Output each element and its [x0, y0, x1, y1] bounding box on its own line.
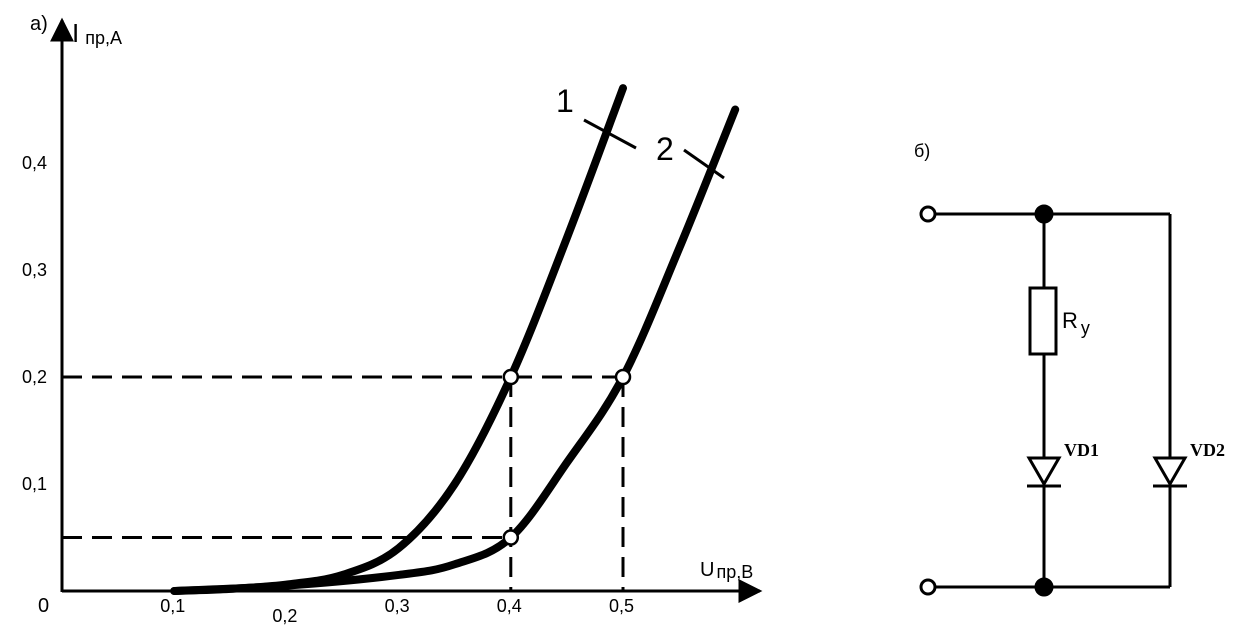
- y-tick-label-1: 0,2: [22, 367, 47, 387]
- x-axis-label-sub: пр,В: [716, 562, 753, 582]
- y-tick-labels: 0,1 0,2 0,3 0,4: [22, 153, 47, 494]
- curve-label-leader-2: [683, 148, 725, 180]
- terminal-bottom: [919, 578, 937, 596]
- marked-point-1: [614, 368, 632, 386]
- x-tick-label-3: 0,4: [497, 596, 522, 616]
- x-tick-labels: 0,1 0,2 0,3 0,4 0,5: [160, 596, 634, 626]
- dashed-guide-lines: [62, 375, 625, 591]
- y-tick-label-3: 0,4: [22, 153, 47, 173]
- diode1-label: VD1: [1064, 440, 1099, 460]
- diode-vd2-symbol: [1152, 456, 1188, 488]
- curves: [170, 84, 740, 595]
- y-axis-label-sub: пр,А: [85, 28, 122, 48]
- x-tick-label-1: 0,2: [272, 606, 297, 626]
- diode2-label: VD2: [1190, 440, 1225, 460]
- curve-1: [170, 84, 627, 595]
- x-tick-label-0: 0,1: [160, 596, 185, 616]
- curve-label-2: 2: [656, 131, 674, 167]
- marked-point-2: [502, 529, 520, 546]
- marked-point-0: [502, 368, 520, 386]
- x-tick-label-4: 0,5: [609, 596, 634, 616]
- terminal-top: [919, 205, 937, 223]
- marked-points: [502, 368, 632, 546]
- curve-label-leader-1: [583, 118, 637, 150]
- diode-vd1-symbol: [1026, 456, 1062, 488]
- origin-label: 0: [38, 595, 49, 617]
- curve-labels: 12: [556, 83, 725, 180]
- panel-label-a: а): [30, 13, 48, 35]
- panel-label-b: б): [914, 141, 930, 161]
- resistor-ry: [1028, 286, 1058, 356]
- junction-top: [1034, 204, 1054, 224]
- y-tick-label-2: 0,3: [22, 260, 47, 280]
- curve-label-1: 1: [556, 83, 574, 119]
- junction-bottom: [1034, 577, 1054, 597]
- y-tick-label-0: 0,1: [22, 474, 47, 494]
- x-tick-label-2: 0,3: [385, 596, 410, 616]
- curve-2: [170, 105, 740, 595]
- resistor-label-sub: у: [1081, 318, 1090, 338]
